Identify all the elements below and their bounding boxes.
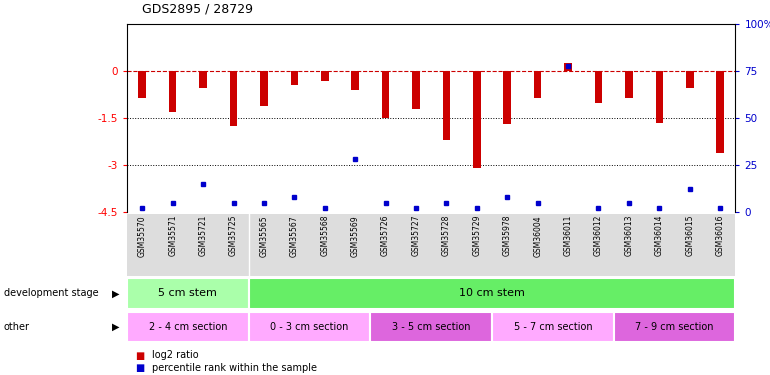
Bar [686, 71, 694, 88]
Bar [321, 71, 329, 81]
Text: 0 - 3 cm section: 0 - 3 cm section [270, 322, 349, 332]
Text: ▶: ▶ [112, 288, 119, 298]
Text: GSM36013: GSM36013 [624, 215, 634, 256]
Bar [260, 71, 268, 106]
Bar [199, 71, 207, 88]
Bar [229, 71, 237, 126]
Text: GSM35728: GSM35728 [442, 215, 451, 256]
Text: GSM36014: GSM36014 [654, 215, 664, 256]
Bar [655, 71, 663, 123]
Text: GSM35726: GSM35726 [381, 215, 390, 256]
Text: log2 ratio: log2 ratio [152, 351, 199, 360]
Text: development stage: development stage [4, 288, 99, 298]
Bar [625, 71, 633, 98]
Text: GSM35567: GSM35567 [290, 215, 299, 256]
Bar [370, 312, 492, 342]
Bar [614, 312, 735, 342]
Text: GDS2895 / 28729: GDS2895 / 28729 [142, 2, 253, 15]
Text: GSM35570: GSM35570 [138, 215, 147, 256]
Bar [412, 71, 420, 109]
Text: GSM36012: GSM36012 [594, 215, 603, 256]
Bar [139, 71, 146, 98]
Bar [249, 278, 735, 309]
Text: other: other [4, 322, 30, 332]
Bar [127, 312, 249, 342]
Text: GSM35725: GSM35725 [229, 215, 238, 256]
Text: GSM36004: GSM36004 [533, 215, 542, 256]
Bar [564, 63, 572, 71]
Text: 2 - 4 cm section: 2 - 4 cm section [149, 322, 227, 332]
Text: GSM35569: GSM35569 [350, 215, 360, 256]
Text: 5 cm stem: 5 cm stem [159, 288, 217, 298]
Text: 3 - 5 cm section: 3 - 5 cm section [392, 322, 470, 332]
Text: 10 cm stem: 10 cm stem [459, 288, 525, 298]
Bar [127, 278, 249, 309]
Text: GSM36016: GSM36016 [715, 215, 725, 256]
Text: 5 - 7 cm section: 5 - 7 cm section [514, 322, 592, 332]
Bar [716, 71, 724, 153]
Bar [382, 71, 390, 118]
Bar [504, 71, 511, 124]
Bar [290, 71, 298, 86]
Text: ■: ■ [135, 363, 144, 373]
Text: GSM36011: GSM36011 [564, 215, 573, 256]
Text: percentile rank within the sample: percentile rank within the sample [152, 363, 316, 373]
Text: GSM35727: GSM35727 [411, 215, 420, 256]
Text: GSM35978: GSM35978 [503, 215, 512, 256]
Bar [249, 312, 370, 342]
Bar [534, 71, 541, 98]
Text: ▶: ▶ [112, 322, 119, 332]
Bar [473, 71, 480, 168]
Text: GSM35571: GSM35571 [168, 215, 177, 256]
Text: GSM35729: GSM35729 [472, 215, 481, 256]
Text: ■: ■ [135, 351, 144, 360]
Bar [443, 71, 450, 140]
Text: GSM35568: GSM35568 [320, 215, 330, 256]
Bar [351, 71, 359, 90]
Text: 7 - 9 cm section: 7 - 9 cm section [635, 322, 714, 332]
Text: GSM35565: GSM35565 [259, 215, 269, 256]
Bar [594, 71, 602, 102]
Bar [169, 71, 176, 112]
Text: GSM36015: GSM36015 [685, 215, 695, 256]
Text: GSM35721: GSM35721 [199, 215, 208, 256]
Bar [492, 312, 614, 342]
